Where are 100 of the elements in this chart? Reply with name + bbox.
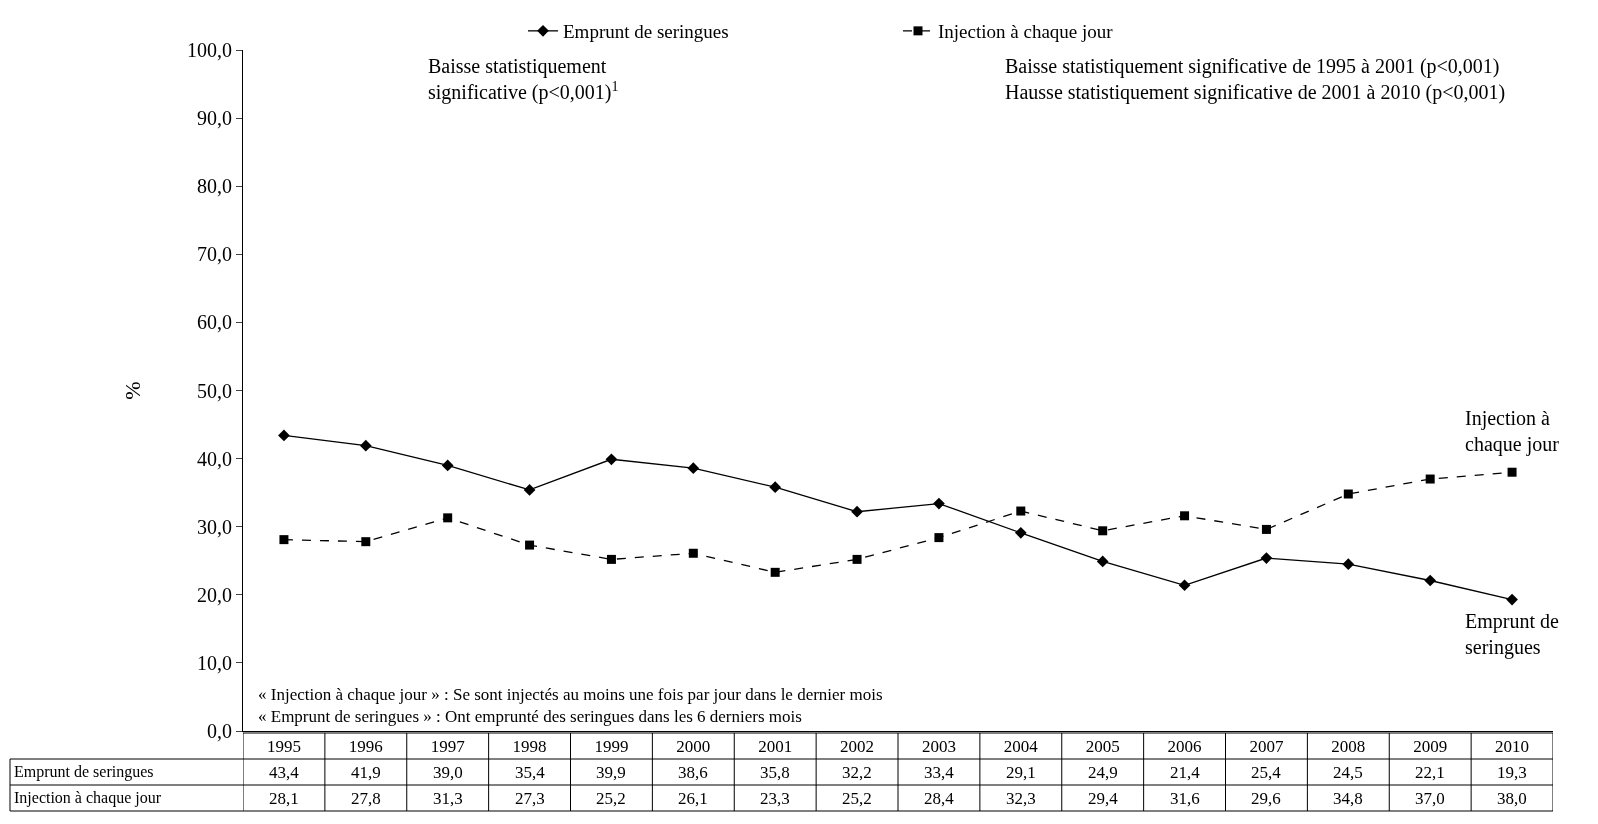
- data-label: 28,1: [269, 789, 299, 808]
- data-label: 39,9: [596, 763, 626, 782]
- point: [769, 481, 782, 494]
- point: [1098, 526, 1108, 536]
- text: Injection à chaque jour: [14, 789, 162, 806]
- point: [933, 497, 945, 510]
- data-label: 38,0: [1497, 789, 1527, 808]
- point: [361, 537, 371, 547]
- point: [1096, 555, 1109, 568]
- data-label: 37,0: [1415, 789, 1445, 808]
- data-label: 33,4: [924, 763, 955, 782]
- y-tick-label: 20,0: [197, 583, 232, 606]
- x-tick-label: 1996: [348, 737, 383, 757]
- point: [1342, 558, 1355, 571]
- x-tick-label: 2003: [921, 737, 956, 757]
- data-label: 35,8: [760, 763, 790, 782]
- annotation: Baisse statistiquement significative de 1995 à 2001 (p<0,001) Hausse statistiquement significative de 2001 à 2010 (p<0,001): [1005, 55, 1506, 104]
- data-label: 24,9: [1088, 763, 1118, 782]
- data-label: 21,4: [1170, 763, 1201, 782]
- annotation: Baisse statistiquement significative (p<0,001)$^{1}$: [428, 55, 619, 104]
- text: Emprunt de seringues: [1465, 610, 1559, 658]
- text: Emprunt de seringues: [14, 763, 154, 780]
- x-tick-label: 1995: [266, 737, 301, 757]
- data-label: 29,6: [1251, 789, 1281, 808]
- point: [1507, 467, 1517, 477]
- y-tick-label: 90,0: [197, 107, 232, 130]
- data-label: 38,6: [678, 763, 708, 782]
- data-label: 41,9: [351, 763, 381, 782]
- data-label: 19,3: [1497, 763, 1527, 782]
- data-label: 22,1: [1415, 763, 1445, 782]
- y-tick-label: 50,0: [197, 379, 232, 402]
- point: [279, 535, 289, 545]
- y-tick-label: 70,0: [197, 243, 232, 266]
- data-label: 24,5: [1333, 763, 1363, 782]
- point: [1260, 552, 1273, 564]
- x-tick-label: 2010: [1495, 737, 1530, 757]
- point: [1424, 574, 1437, 587]
- data-label: 31,3: [433, 789, 463, 808]
- y-tick-label: 0,0: [207, 720, 232, 742]
- data-label: 28,4: [924, 789, 955, 808]
- point: [687, 462, 700, 474]
- point: [525, 540, 535, 550]
- x-tick-label: 2005: [1085, 737, 1120, 757]
- point: [605, 453, 618, 466]
- data-label: 25,2: [842, 789, 872, 808]
- data-label: 32,2: [842, 763, 872, 782]
- y-tick-label: 60,0: [197, 311, 232, 334]
- data-label: 25,4: [1251, 763, 1282, 782]
- data-label: 34,8: [1333, 789, 1363, 808]
- data-label: 31,6: [1170, 789, 1200, 808]
- legend-label: Injection à chaque jour: [938, 21, 1114, 43]
- point: [934, 533, 944, 543]
- point: [1425, 474, 1435, 484]
- data-label: 35,4: [515, 763, 546, 782]
- data-label: 39,0: [433, 763, 463, 782]
- x-tick-label: 1998: [512, 737, 547, 757]
- point: [1506, 593, 1518, 606]
- x-tick-label: 2004: [1003, 737, 1039, 757]
- data-label: 25,2: [596, 789, 626, 808]
- x-tick-label: 2007: [1249, 737, 1284, 757]
- point: [851, 505, 863, 518]
- point: [606, 554, 616, 564]
- point: [523, 484, 536, 496]
- x-tick-label: 2000: [676, 737, 711, 757]
- point: [1014, 526, 1027, 539]
- x-tick-label: 2001: [758, 737, 793, 757]
- data-label: 32,3: [1006, 789, 1036, 808]
- point: [278, 429, 290, 442]
- x-tick-label: 1997: [430, 737, 466, 757]
- y-tick-label: 10,0: [197, 651, 232, 674]
- data-label: 29,1: [1006, 763, 1036, 782]
- x-tick-label: 2008: [1331, 737, 1366, 757]
- point: [688, 548, 698, 558]
- legend-label: Emprunt de seringues: [563, 21, 729, 43]
- data-label: 27,3: [515, 789, 545, 808]
- annotation: « Injection à chaque jour » : Se sont injectés au moins une fois par jour dans le dernier mois « Emprunt de seringues » : Ont emprunté des seringues dans les 6 derniers mois: [258, 685, 883, 727]
- y-axis-title: %: [119, 381, 145, 400]
- data-label: 26,1: [678, 789, 708, 808]
- point: [770, 567, 780, 577]
- data-label: 29,4: [1088, 789, 1119, 808]
- x-tick-label: 2009: [1413, 737, 1448, 757]
- text: Injection à chaque jour: [1465, 407, 1559, 455]
- point: [1178, 579, 1191, 592]
- point: [852, 554, 862, 564]
- data-label: 43,4: [269, 763, 300, 782]
- x-tick-label: 1999: [594, 737, 629, 757]
- x-tick-label: 2002: [840, 737, 875, 757]
- y-tick-label: 30,0: [197, 515, 232, 538]
- point: [1261, 524, 1271, 534]
- point: [1016, 506, 1026, 516]
- x-tick-label: 2006: [1167, 737, 1202, 757]
- y-tick-label: 100,0: [187, 39, 232, 61]
- data-label: 23,3: [760, 789, 790, 808]
- point: [443, 513, 453, 523]
- point: [1180, 511, 1190, 521]
- point: [1343, 489, 1353, 499]
- point: [441, 459, 454, 472]
- point: [359, 439, 372, 452]
- y-tick-label: 40,0: [197, 447, 232, 470]
- data-label: 27,8: [351, 789, 381, 808]
